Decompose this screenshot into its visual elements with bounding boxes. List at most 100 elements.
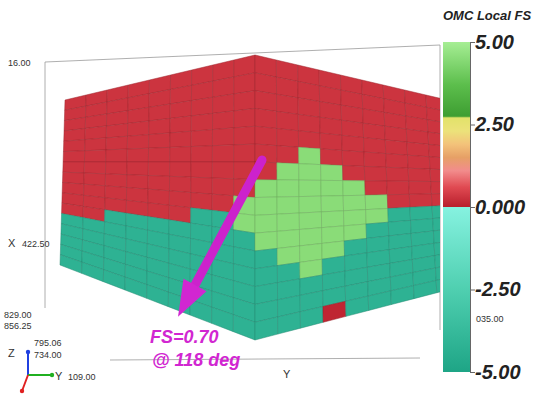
mesh-cell <box>385 126 407 142</box>
mesh-cell <box>191 162 212 178</box>
mesh-cell <box>429 157 440 170</box>
direction-arrow <box>178 160 262 317</box>
mesh-cell <box>170 116 191 133</box>
mesh-cell <box>365 181 387 195</box>
mesh-cell <box>436 275 440 293</box>
tick-label: 5.00 <box>475 31 514 53</box>
triad-label: Y <box>55 370 63 382</box>
mesh-cell <box>299 180 321 196</box>
mesh-cell <box>299 147 321 164</box>
colorbar-tick: 5.00 <box>470 31 514 53</box>
mesh-cell <box>343 181 365 196</box>
mesh-cell <box>368 291 391 311</box>
tick-label: -2.50 <box>475 278 521 300</box>
triad-tip <box>26 350 30 354</box>
box-label: 16.00 <box>8 58 31 68</box>
mesh-cell <box>388 207 411 222</box>
mesh-cell <box>63 140 85 152</box>
mesh-cell <box>431 182 440 194</box>
mesh-cell <box>432 205 440 218</box>
mesh-cell <box>343 166 365 181</box>
mesh-cell <box>149 118 170 134</box>
mesh-cell <box>105 174 127 188</box>
mesh-cell <box>64 128 86 141</box>
mesh-cell <box>346 296 369 316</box>
mesh-cell <box>191 130 212 147</box>
mesh-cell <box>408 168 431 181</box>
tick-label: 0.000 <box>475 196 525 218</box>
mesh-cell <box>191 193 212 211</box>
mesh-cell <box>148 189 170 205</box>
mesh-cell <box>106 149 128 162</box>
mesh-cell <box>364 138 386 154</box>
surface-mesh <box>60 55 440 340</box>
mesh-cell <box>106 123 127 137</box>
mesh-cell <box>322 226 345 244</box>
mesh-cell <box>103 270 125 290</box>
mesh-cell <box>278 312 301 334</box>
annotation: @ 118 deg <box>152 350 240 370</box>
colorbar-tick: 0.000 <box>470 196 525 218</box>
mesh-cell <box>233 315 255 340</box>
mesh-cell <box>320 133 342 150</box>
mesh-cell <box>387 181 410 195</box>
mesh-cell <box>298 131 320 149</box>
mesh-cell <box>106 162 128 175</box>
mesh-cell <box>148 162 169 176</box>
mesh-cell <box>298 98 320 117</box>
mesh-cell <box>277 213 299 231</box>
colorbar-title: OMC Local FS <box>443 8 531 23</box>
mesh-cell <box>127 148 148 162</box>
box-label: 795.06 <box>34 338 62 348</box>
mesh-cell <box>255 317 278 340</box>
mesh-cell <box>234 126 255 145</box>
mesh-cell <box>128 121 149 136</box>
mesh-cell <box>63 151 85 162</box>
mesh-cell <box>84 150 106 162</box>
mesh-cell <box>430 169 440 182</box>
mesh-cell <box>434 240 440 256</box>
mesh-cell <box>127 162 149 176</box>
mesh-cell <box>191 146 212 162</box>
mesh-cell <box>431 193 440 206</box>
mesh-cell <box>255 197 277 215</box>
mesh-cell <box>277 180 299 197</box>
mesh-cell <box>391 286 414 305</box>
mesh-cell <box>213 94 234 113</box>
mesh-cell <box>277 111 299 130</box>
mesh-cell <box>433 228 440 243</box>
mesh-cell <box>170 162 191 177</box>
mesh-cell <box>277 229 299 248</box>
mesh-cell <box>277 197 299 215</box>
colorbar-tick: 2.50 <box>470 113 514 135</box>
mesh-cell <box>386 167 408 181</box>
mesh-cell <box>234 108 255 127</box>
annotation: FS=0.70 <box>150 327 219 347</box>
mesh-cell <box>82 262 104 281</box>
mesh-cell <box>323 301 346 322</box>
arrow-head <box>178 279 206 317</box>
mesh-cell <box>169 191 191 208</box>
mesh-cell <box>343 195 365 211</box>
mesh-cell <box>127 135 148 149</box>
axis-title: Y <box>283 368 291 380</box>
mesh-cell <box>255 108 277 128</box>
mesh-cell <box>255 180 277 198</box>
mesh-cell <box>320 102 342 121</box>
mesh-cell <box>300 307 323 329</box>
mesh-cell <box>255 91 277 112</box>
mesh-cell <box>409 194 432 207</box>
mesh-cell <box>342 135 364 152</box>
mesh-cell <box>298 114 320 133</box>
mesh-cell <box>299 212 321 230</box>
colorbar-tick: -5.00 <box>470 361 521 383</box>
mesh-cell <box>364 152 386 167</box>
mesh-cell <box>149 133 170 148</box>
box-label: 734.00 <box>34 350 62 360</box>
mesh-cell <box>191 97 212 116</box>
mesh-cell <box>169 176 190 192</box>
mesh-cell <box>148 176 170 191</box>
mesh-cell <box>386 154 408 169</box>
box-label: 035.00 <box>476 314 504 324</box>
mesh-cell <box>366 208 389 224</box>
